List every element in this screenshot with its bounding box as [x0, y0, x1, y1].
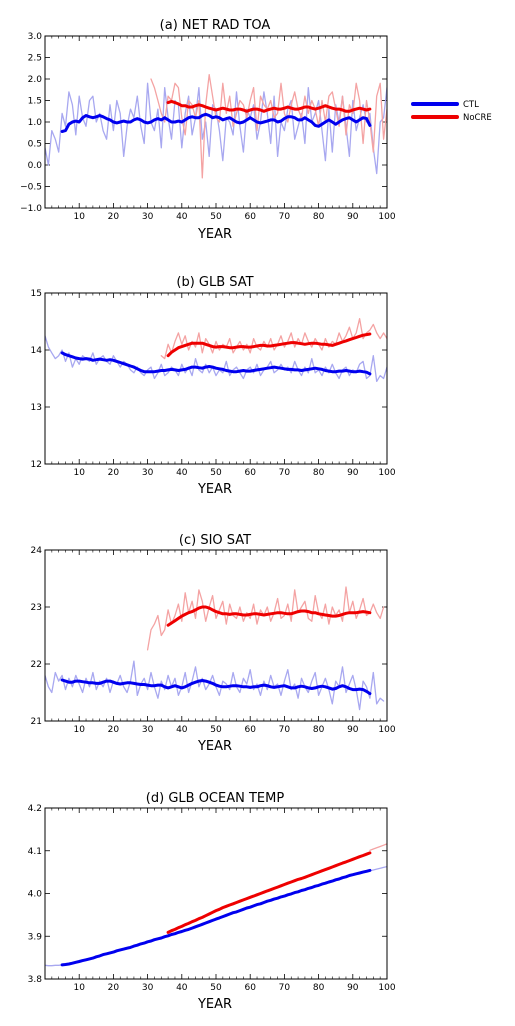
plot-frame: [44, 292, 388, 465]
x-tick-label: 30: [142, 983, 154, 993]
x-tick-label: 20: [108, 212, 120, 222]
y-tick-label: 1.5: [28, 97, 42, 107]
x-axis-label: YEAR: [197, 227, 232, 242]
series-line-ctl-smoothed: [60, 678, 372, 696]
series-line-nocre-annual: [369, 843, 387, 851]
series-line-ctl-smoothed: [60, 112, 372, 133]
x-axis-label: YEAR: [197, 482, 232, 497]
plot-frame: [44, 807, 388, 980]
x-tick-label: 40: [176, 725, 188, 735]
x-tick-label: 30: [142, 468, 154, 478]
x-tick-label: 100: [378, 212, 395, 222]
x-tick-label: 60: [244, 212, 256, 222]
panel-title: (a) NET RAD TOA: [160, 18, 271, 33]
y-tick-label: 23: [31, 603, 42, 613]
y-tick-label: 22: [31, 660, 42, 670]
x-tick-label: 20: [108, 983, 120, 993]
x-tick-label: 60: [244, 725, 256, 735]
y-tick-label: 4.2: [28, 804, 42, 814]
series-line-ctl-smoothed: [60, 351, 372, 376]
series-line-nocre-annual: [160, 317, 387, 360]
x-tick-label: 80: [313, 725, 325, 735]
x-tick-label: 30: [142, 725, 154, 735]
x-tick-label: 20: [108, 725, 120, 735]
panel-title: (c) SIO SAT: [179, 533, 251, 548]
y-tick-label: 15: [31, 289, 42, 299]
y-tick-label: 4.1: [28, 847, 42, 857]
x-tick-label: 90: [347, 468, 359, 478]
x-tick-label: 80: [313, 468, 325, 478]
series-line-nocre-smoothed: [166, 99, 372, 113]
plot-frame: [44, 35, 388, 209]
series-line-nocre-smoothed: [166, 851, 372, 934]
panel-glb-sat: (b) GLB SAT YEAR 10 20 30 40 50 60 70 80 90 100 12…: [31, 275, 396, 497]
series-line-ctl-annual: [369, 865, 387, 872]
x-tick-label: 80: [313, 983, 325, 993]
panel-sio-sat: (c) SIO SAT YEAR 10 20 30 40 50 60 70 80 90 100 21…: [31, 533, 396, 754]
x-tick-label: 90: [347, 725, 359, 735]
x-tick-label: 70: [279, 983, 291, 993]
x-tick-label: 50: [210, 468, 222, 478]
y-tick-label: 24: [31, 546, 43, 556]
y-tick-label: 14: [31, 346, 43, 356]
series-line-nocre-smoothed: [166, 332, 372, 358]
y-tick-label: 0.0: [28, 161, 43, 171]
panel-title: (b) GLB SAT: [176, 275, 253, 290]
x-tick-label: 70: [279, 725, 291, 735]
y-tick-label: 0.5: [28, 140, 42, 150]
panel-net-rad-toa: (a) NET RAD TOA YEAR 10 20 30 40 50 60 70 80 90 1…: [20, 18, 396, 242]
x-tick-label: 50: [210, 212, 222, 222]
series-line-nocre-annual: [146, 586, 385, 651]
x-tick-label: 40: [176, 983, 188, 993]
x-tick-label: 60: [244, 983, 256, 993]
x-tick-label: 100: [378, 983, 395, 993]
x-tick-label: 10: [73, 725, 85, 735]
x-tick-label: 20: [108, 468, 120, 478]
y-tick-label: 21: [31, 717, 42, 727]
y-tick-label: −1.0: [20, 204, 42, 214]
x-axis-label: YEAR: [197, 739, 232, 754]
y-tick-label: 2.0: [28, 75, 43, 85]
y-tick-label: 4.0: [28, 890, 43, 900]
y-tick-label: 3.9: [28, 932, 43, 942]
y-tick-label: 3.8: [28, 975, 43, 985]
x-tick-label: 40: [176, 212, 188, 222]
x-tick-label: 10: [73, 212, 85, 222]
series-line-ctl-annual: [45, 82, 387, 175]
series-line-ctl-annual: [45, 964, 63, 967]
x-tick-label: 90: [347, 983, 359, 993]
x-axis-label: YEAR: [197, 997, 232, 1012]
legend-label-ctl: CTL: [463, 100, 479, 110]
series-line-nocre-annual: [150, 74, 387, 179]
x-tick-label: 60: [244, 468, 256, 478]
panel-title: (d) GLB OCEAN TEMP: [146, 791, 285, 806]
x-tick-label: 70: [279, 212, 291, 222]
x-tick-label: 30: [142, 212, 154, 222]
legend: CTL NoCRE: [411, 100, 492, 123]
y-tick-label: 3.0: [28, 32, 43, 42]
legend-label-nocre: NoCRE: [463, 113, 492, 123]
y-tick-label: 2.5: [28, 54, 42, 64]
series-line-ctl-smoothed: [60, 868, 372, 967]
y-tick-label: 12: [31, 460, 42, 470]
y-tick-label: 13: [31, 403, 42, 413]
x-tick-label: 70: [279, 468, 291, 478]
series-line-nocre-smoothed: [166, 605, 372, 627]
x-tick-label: 10: [73, 468, 85, 478]
x-tick-label: 50: [210, 725, 222, 735]
x-tick-label: 80: [313, 212, 325, 222]
y-tick-label: 1.0: [28, 118, 43, 128]
x-tick-label: 100: [378, 725, 395, 735]
x-tick-label: 100: [378, 468, 395, 478]
panel-glb-ocean-temp: (d) GLB OCEAN TEMP YEAR 10 20 30 40 50 60 70 80…: [28, 791, 396, 1012]
x-tick-label: 90: [347, 212, 359, 222]
x-tick-label: 10: [73, 983, 85, 993]
plot-frame: [44, 549, 388, 722]
x-tick-label: 50: [210, 983, 222, 993]
x-tick-label: 40: [176, 468, 188, 478]
y-tick-label: −0.5: [20, 183, 42, 193]
